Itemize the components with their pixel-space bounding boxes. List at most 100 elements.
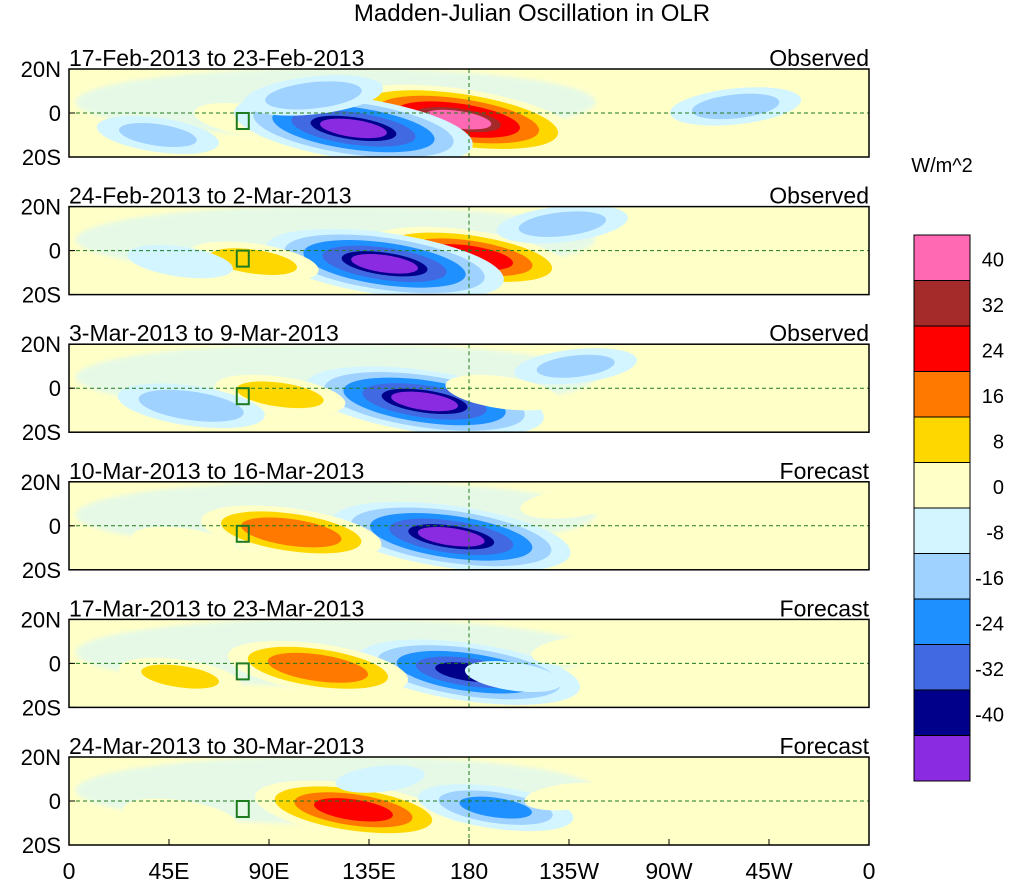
y-tick-label: 0	[49, 514, 61, 539]
colorbar-swatch	[913, 416, 971, 463]
colorbar-label: -32	[975, 659, 1004, 681]
anomaly-negative-2	[265, 228, 504, 295]
anomaly-field	[75, 481, 736, 570]
anomaly-contour-16	[265, 81, 362, 110]
colorbar-label: 0	[993, 477, 1004, 499]
anomaly-negative-1	[331, 501, 571, 570]
colorbar-swatch	[913, 234, 971, 281]
colorbar-label: -16	[975, 568, 1004, 590]
anomaly-contour-44	[391, 391, 458, 412]
y-tick-label: 0	[49, 789, 61, 814]
panel-3: 20N 0 20S 3-Mar-2013 to 9-Mar-2013 Observed	[21, 320, 870, 445]
anomaly-negative-4	[243, 75, 384, 116]
anomaly-negative-3	[117, 383, 265, 429]
x-tick-label: 135W	[539, 858, 599, 884]
anomaly-contour-8	[131, 526, 238, 560]
anomaly-negative-5	[335, 765, 425, 793]
colorbar-swatch	[913, 553, 971, 600]
colorbar-swatch	[913, 735, 971, 782]
colorbar-label: -40	[975, 705, 1004, 727]
anomaly-contour-16	[518, 211, 607, 237]
anomaly-contour-44	[351, 253, 418, 274]
y-tick-label: 20S	[22, 420, 61, 445]
x-tick-label: 90W	[645, 858, 693, 884]
y-tick-label: 20N	[21, 745, 61, 770]
x-tick-label: 0	[863, 858, 876, 884]
anomaly-field	[75, 757, 614, 840]
colorbar-label: -8	[986, 523, 1004, 545]
anomaly-contour-16	[119, 122, 197, 148]
x-tick-label: 45W	[745, 858, 793, 884]
y-tick-label: 0	[49, 101, 61, 126]
panel-5: 20N 0 20S 17-Mar-2013 to 23-Mar-2013 Forecas…	[21, 595, 870, 720]
anomaly-positive-2	[227, 640, 409, 695]
anomaly-negative-5	[496, 206, 628, 244]
colorbar-units: W/m^2	[911, 155, 973, 177]
colorbar-swatch	[913, 689, 971, 736]
y-tick-label: 0	[49, 239, 61, 264]
anomaly-negative-5	[464, 661, 563, 693]
reference-box	[235, 800, 250, 818]
anomaly-contour-24	[267, 652, 369, 683]
panel-status: Forecast	[780, 458, 870, 484]
panels: 20N 0 20S 17-Feb-2013 to 23-Feb-2013 Observe…	[21, 45, 870, 858]
panel-6: 20N 0 20S 24-Mar-2013 to 30-Mar-2013 Forecas…	[21, 733, 870, 858]
y-tick-label: 20S	[22, 283, 61, 308]
colorbar-swatch	[913, 598, 971, 645]
y-tick-label: 20S	[22, 695, 61, 720]
anomaly-positive-4	[520, 488, 618, 519]
x-tick-label: 45E	[149, 858, 190, 884]
panel-period: 17-Mar-2013 to 23-Mar-2013	[69, 595, 364, 621]
anomaly-negative-5	[514, 348, 637, 385]
reference-box	[235, 112, 250, 130]
chart-title: Madden-Julian Oscillation in OLR	[354, 0, 710, 27]
anomaly-contour-8	[123, 798, 237, 835]
panel-status: Observed	[769, 320, 869, 346]
colorbar-swatch	[913, 325, 971, 372]
y-tick-label: 20N	[21, 470, 61, 495]
anomaly-contour-8	[464, 661, 563, 693]
anomaly-negative-3	[234, 93, 473, 157]
reference-box	[235, 524, 250, 543]
colorbar-label: 24	[982, 341, 1004, 363]
panel-status: Observed	[769, 183, 869, 209]
panel-period: 17-Feb-2013 to 23-Feb-2013	[69, 45, 364, 71]
colorbar-swatch	[913, 507, 971, 554]
anomaly-contour-8	[686, 231, 785, 262]
anomaly-positive-4	[531, 635, 629, 666]
y-tick-label: 0	[49, 376, 61, 401]
y-tick-label: 20N	[21, 332, 61, 357]
y-tick-label: 20N	[21, 57, 61, 82]
colorbar: W/m^2 40 32 24 16 8 0 -8 -16 -24 -32 -40	[911, 155, 1004, 782]
colorbar-label: 40	[982, 250, 1004, 272]
x-tick-label: 90E	[249, 858, 290, 884]
anomaly-negative-5	[96, 116, 219, 154]
panel-period: 10-Mar-2013 to 16-Mar-2013	[69, 458, 364, 484]
x-tick-label: 135E	[342, 858, 396, 884]
anomaly-contour-44	[417, 526, 485, 547]
anomaly-contour-24	[459, 796, 532, 819]
anomaly-field	[75, 619, 629, 705]
anomaly-contour-8	[646, 501, 736, 529]
colorbar-swatch	[913, 371, 971, 418]
anomaly-contour-8	[520, 488, 618, 519]
y-tick-label: 20S	[22, 833, 61, 858]
anomaly-contour-32	[314, 798, 393, 822]
colorbar-label: 8	[993, 432, 1004, 454]
colorbar-swatch	[913, 644, 971, 691]
x-tick-label: 180	[450, 858, 488, 884]
reference-box	[235, 249, 250, 268]
anomaly-field	[75, 69, 802, 157]
y-tick-label: 0	[49, 651, 61, 676]
panel-status: Forecast	[780, 733, 870, 759]
anomaly-positive-4	[445, 374, 560, 411]
reference-box	[235, 662, 250, 681]
x-tick-label: 0	[63, 858, 76, 884]
anomaly-contour-8	[524, 782, 614, 811]
panel-2: 20N 0 20S 24-Feb-2013 to 2-Mar-2013 Observed	[21, 183, 870, 308]
anomaly-positive-2	[123, 798, 237, 835]
panel-4: 20N 0 20S 10-Mar-2013 to 16-Mar-2013 Forecas…	[21, 458, 870, 583]
anomaly-contour-8	[445, 374, 560, 411]
colorbar-swatch	[913, 462, 971, 509]
